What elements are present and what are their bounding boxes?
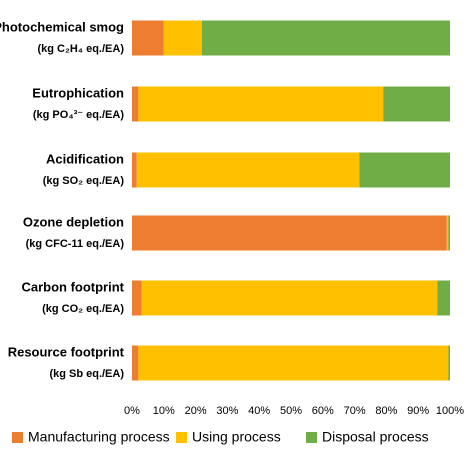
legend-swatch — [12, 432, 23, 443]
category-unit: (kg C₂H₄ eq./EA) — [37, 43, 124, 55]
x-tick-label: 60% — [312, 405, 334, 417]
legend-swatch — [176, 432, 187, 443]
category-unit: (kg CO₂ eq./EA) — [42, 303, 124, 315]
bar-segment — [437, 280, 450, 316]
x-tick-label: 10% — [153, 405, 175, 417]
category-label: Resource footprint — [8, 344, 125, 359]
x-tick-label: 30% — [216, 405, 238, 417]
x-tick-label: 0% — [124, 405, 140, 417]
category-unit: (kg Sb eq./EA) — [49, 368, 124, 380]
bar-segment — [446, 215, 449, 251]
bar-segment — [132, 20, 164, 56]
x-tick-label: 100% — [436, 405, 464, 417]
category-unit: (kg SO₂ eq./EA) — [43, 175, 125, 187]
category-label: Carbon footprint — [21, 279, 124, 294]
bar-segment — [132, 152, 137, 188]
bar-segment — [132, 215, 447, 251]
bar-segment — [141, 280, 438, 316]
bar-segment — [163, 20, 202, 56]
bar-segment — [201, 20, 450, 56]
bar-segment — [448, 215, 450, 251]
category-unit: (kg PO₄³⁻ eq./EA) — [33, 109, 124, 121]
legend-label: Disposal process — [322, 429, 429, 445]
x-tick-label: 80% — [375, 405, 397, 417]
bar-segment — [132, 345, 139, 381]
category-label: Photochemical smog — [0, 19, 124, 34]
category-label: Eutrophication — [32, 85, 124, 100]
x-tick-label: 90% — [407, 405, 429, 417]
category-unit: (kg CFC-11 eq./EA) — [26, 238, 125, 250]
x-tick-label: 40% — [248, 405, 270, 417]
bar-segment — [132, 280, 142, 316]
bar-segment — [448, 345, 450, 381]
x-tick-label: 70% — [344, 405, 366, 417]
bar-segment — [138, 86, 384, 122]
bar-segment — [359, 152, 450, 188]
category-label: Ozone depletion — [23, 214, 124, 229]
bar-segment — [138, 345, 449, 381]
x-tick-label: 50% — [280, 405, 302, 417]
x-tick-label: 20% — [185, 405, 207, 417]
legend-swatch — [306, 432, 317, 443]
bar-segment — [383, 86, 450, 122]
bar-segment — [136, 152, 360, 188]
category-label: Acidification — [46, 151, 124, 166]
bar-segment — [132, 86, 139, 122]
legend-label: Manufacturing process — [28, 429, 170, 445]
legend-label: Using process — [192, 429, 281, 445]
